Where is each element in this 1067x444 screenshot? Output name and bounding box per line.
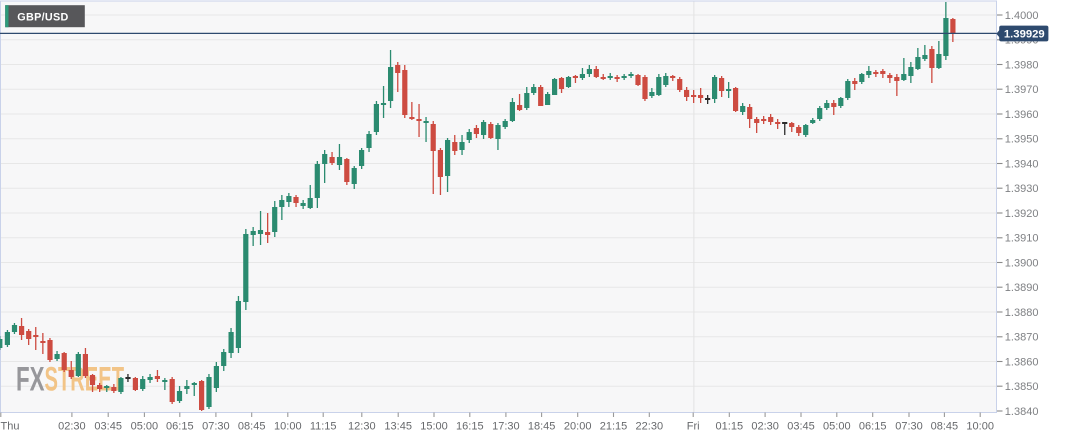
svg-text:1.3870: 1.3870 [1005, 332, 1039, 344]
svg-text:06:15: 06:15 [859, 421, 887, 433]
svg-text:1.3950: 1.3950 [1005, 134, 1039, 146]
svg-text:1.3980: 1.3980 [1005, 59, 1039, 71]
svg-text:1.3860: 1.3860 [1005, 356, 1039, 368]
svg-text:17:30: 17:30 [492, 421, 520, 433]
svg-text:05:00: 05:00 [131, 421, 159, 433]
svg-text:Fri: Fri [687, 421, 700, 433]
svg-text:22:30: 22:30 [636, 421, 664, 433]
svg-text:08:45: 08:45 [238, 421, 266, 433]
svg-text:20:00: 20:00 [564, 421, 592, 433]
svg-text:18:45: 18:45 [528, 421, 556, 433]
svg-text:1.4000: 1.4000 [1005, 10, 1039, 22]
svg-text:1.3890: 1.3890 [1005, 282, 1039, 294]
svg-text:1.3920: 1.3920 [1005, 208, 1039, 220]
svg-text:FX: FX [16, 361, 45, 399]
svg-text:15:00: 15:00 [420, 421, 448, 433]
svg-text:16:15: 16:15 [456, 421, 484, 433]
svg-text:02:30: 02:30 [751, 421, 779, 433]
svg-text:08:45: 08:45 [931, 421, 959, 433]
svg-text:1.3850: 1.3850 [1005, 381, 1039, 393]
svg-text:10:00: 10:00 [966, 421, 994, 433]
svg-text:1.3880: 1.3880 [1005, 307, 1039, 319]
svg-text:1.3840: 1.3840 [1005, 406, 1039, 418]
svg-text:1.3960: 1.3960 [1005, 109, 1039, 121]
svg-text:07:30: 07:30 [895, 421, 923, 433]
svg-text:21:15: 21:15 [600, 421, 628, 433]
svg-text:1.3900: 1.3900 [1005, 257, 1039, 269]
svg-text:12:30: 12:30 [348, 421, 376, 433]
svg-text:10:00: 10:00 [274, 421, 302, 433]
svg-text:11:15: 11:15 [310, 421, 337, 433]
svg-text:03:45: 03:45 [94, 421, 122, 433]
svg-text:07:30: 07:30 [202, 421, 230, 433]
svg-text:06:15: 06:15 [166, 421, 194, 433]
svg-text:03:45: 03:45 [787, 421, 815, 433]
svg-text:05:00: 05:00 [823, 421, 851, 433]
svg-text:13:45: 13:45 [384, 421, 412, 433]
svg-text:1.3940: 1.3940 [1005, 158, 1039, 170]
svg-text:1.3910: 1.3910 [1005, 233, 1039, 245]
svg-text:1.3970: 1.3970 [1005, 84, 1039, 96]
svg-text:GBP/USD: GBP/USD [17, 11, 68, 23]
svg-text:1.39929: 1.39929 [1004, 29, 1045, 41]
svg-text:01:15: 01:15 [716, 421, 744, 433]
svg-text:Thu: Thu [1, 421, 20, 433]
svg-text:02:30: 02:30 [58, 421, 86, 433]
svg-text:1.3930: 1.3930 [1005, 183, 1039, 195]
